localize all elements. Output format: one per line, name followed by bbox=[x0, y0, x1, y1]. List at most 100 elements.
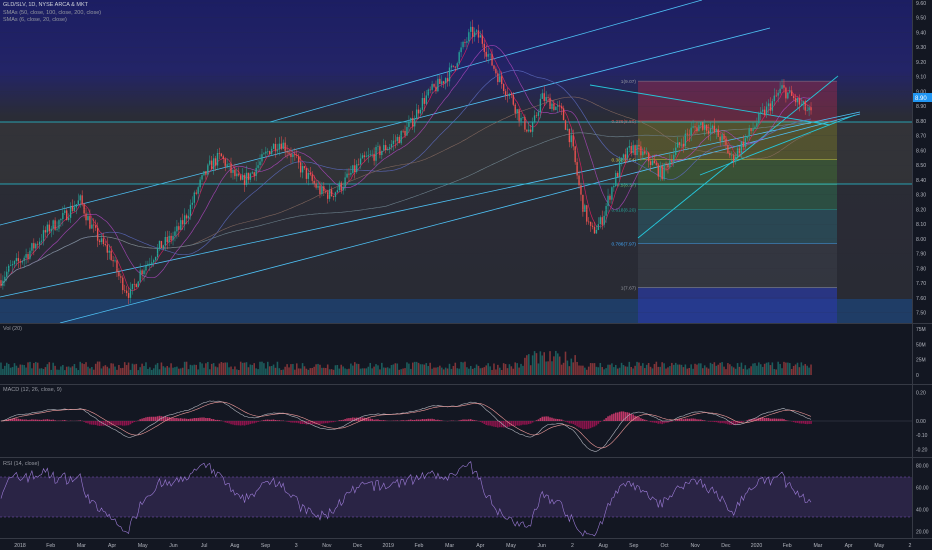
candle-body bbox=[245, 172, 248, 185]
macd-histogram-bar bbox=[239, 421, 242, 426]
candle-body bbox=[733, 155, 735, 162]
macd-histogram-bar bbox=[603, 419, 605, 421]
macd-histogram-bar bbox=[504, 421, 507, 428]
volume-bar bbox=[684, 364, 687, 375]
price-axis[interactable]: 9.609.509.409.309.209.109.008.908.808.70… bbox=[0, 1, 926, 317]
symbol-legend[interactable]: GLD/SLV, 1D, NYSE ARCA & MKT bbox=[3, 2, 88, 8]
volume-bar bbox=[545, 361, 547, 375]
time-axis[interactable]: 2018 Feb Mar Apr May Jun Jul Aug Sep 3 Nov Dec 2019 F… bbox=[14, 543, 911, 549]
time-tick-label: Aug bbox=[230, 543, 239, 549]
volume-bar bbox=[510, 366, 513, 375]
macd-histogram-bar bbox=[147, 416, 149, 421]
candle-body bbox=[66, 210, 68, 221]
sma-legend-short[interactable]: SMAs (6, close, 20, close) bbox=[3, 17, 67, 23]
volume-bar bbox=[307, 369, 310, 375]
volume-bar bbox=[65, 366, 68, 375]
macd-histogram-bar bbox=[210, 418, 213, 421]
volume-bar bbox=[42, 369, 45, 375]
volume-bar bbox=[129, 369, 132, 375]
candle-body bbox=[325, 191, 327, 193]
macd-histogram-bar bbox=[321, 421, 323, 424]
volume-bar bbox=[715, 365, 718, 375]
volume-bar bbox=[98, 361, 101, 375]
macd-tick-label: -0.10 bbox=[916, 433, 928, 439]
candle-body bbox=[330, 189, 333, 197]
volume-bar bbox=[266, 361, 269, 375]
triangle-upper-line[interactable] bbox=[589, 84, 831, 126]
macd-histogram-bar bbox=[489, 421, 491, 426]
volume-legend[interactable]: Vol (20) bbox=[3, 326, 22, 332]
macd-histogram-bar bbox=[158, 415, 161, 421]
macd-histogram-bar bbox=[332, 421, 335, 423]
candle-body bbox=[483, 43, 485, 52]
macd-histogram-bar bbox=[732, 421, 735, 426]
channel-line-middle[interactable] bbox=[0, 111, 861, 298]
candle-body bbox=[255, 167, 257, 176]
candle-body bbox=[226, 164, 228, 167]
macd-histogram-bar bbox=[323, 421, 325, 424]
volume-bar bbox=[38, 368, 41, 375]
candle-body bbox=[773, 95, 775, 102]
candle-body bbox=[533, 115, 536, 123]
volume-bar bbox=[481, 367, 484, 375]
last-price-label: 8.90 bbox=[915, 96, 927, 102]
macd-histogram-bar bbox=[659, 421, 662, 424]
macd-histogram-bar bbox=[558, 419, 561, 421]
candle-body bbox=[151, 262, 153, 264]
volume-bar bbox=[736, 363, 739, 375]
macd-histogram-bar bbox=[104, 421, 107, 426]
volume-bar bbox=[305, 368, 308, 375]
candle-body bbox=[199, 179, 201, 188]
candle-body bbox=[808, 107, 810, 111]
candle-body bbox=[95, 225, 97, 228]
macd-histogram-bar bbox=[272, 419, 275, 421]
candle-body bbox=[69, 205, 72, 218]
candle-body bbox=[734, 156, 737, 162]
macd-histogram-bar bbox=[91, 421, 93, 425]
rsi-axis[interactable]: 80.00 60.00 40.00 20.00 bbox=[916, 464, 929, 536]
candle-body bbox=[535, 115, 538, 117]
candle-body bbox=[477, 30, 480, 38]
macd-histogram-bar bbox=[40, 419, 43, 421]
triangle-support-line[interactable] bbox=[699, 114, 856, 176]
candle-body bbox=[164, 237, 166, 246]
macd-histogram-bar bbox=[614, 412, 617, 421]
volume-bar bbox=[11, 367, 14, 375]
candle-body bbox=[756, 123, 758, 127]
macd-axis[interactable]: 0.20 0.00 -0.10 -0.20 bbox=[916, 391, 928, 454]
volume-bar bbox=[423, 364, 426, 375]
candle-body bbox=[340, 182, 342, 191]
channel-line-lower[interactable] bbox=[59, 113, 861, 323]
macd-histogram-bar bbox=[752, 418, 754, 421]
volume-bar bbox=[62, 365, 64, 375]
volume-bar bbox=[384, 367, 387, 375]
candle-body bbox=[742, 141, 745, 147]
macd-histogram-bar bbox=[437, 419, 439, 421]
candle-body bbox=[696, 127, 698, 132]
rsi-legend[interactable]: RSI (14, close) bbox=[3, 461, 40, 467]
fib-retracement[interactable]: 1(9.07)0.236(8.80)0.382(8.54)0.5(8.37)0.… bbox=[611, 79, 837, 323]
macd-legend[interactable]: MACD (12, 26, close, 9) bbox=[3, 387, 62, 393]
candle-body bbox=[499, 75, 501, 83]
macd-line bbox=[0, 400, 812, 452]
volume-bar bbox=[245, 362, 248, 375]
candle-body bbox=[120, 276, 122, 278]
rsi-tick-label: 80.00 bbox=[916, 464, 929, 470]
macd-histogram-bar bbox=[715, 421, 718, 423]
volume-bar bbox=[381, 362, 383, 375]
volume-bar bbox=[477, 365, 480, 375]
sma-legend-long[interactable]: SMAs (50, close, 100, close, 200, close) bbox=[3, 10, 102, 16]
candle-body bbox=[191, 202, 194, 205]
volume-bar bbox=[379, 369, 381, 375]
volume-bar bbox=[210, 363, 213, 375]
channel-line-upper[interactable] bbox=[0, 27, 771, 226]
macd-histogram-bar bbox=[808, 421, 810, 424]
volume-bar bbox=[444, 367, 447, 375]
macd-histogram-bar bbox=[266, 419, 269, 421]
candle-body bbox=[518, 109, 520, 122]
macd-histogram-bar bbox=[506, 421, 509, 428]
volume-bar bbox=[87, 366, 89, 375]
volume-axis[interactable]: 75M 50M 25M 0 bbox=[916, 327, 926, 379]
volume-bar bbox=[427, 366, 430, 375]
macd-histogram-bar bbox=[346, 418, 348, 421]
